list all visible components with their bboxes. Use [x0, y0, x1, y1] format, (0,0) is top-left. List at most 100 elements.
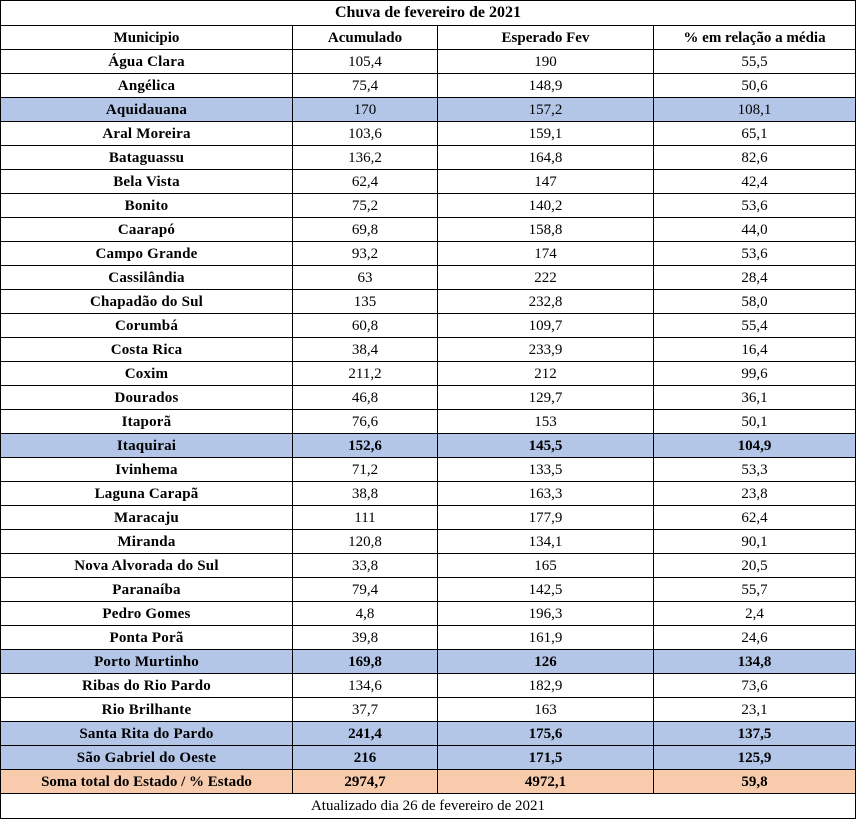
- acumulado-cell: 63: [292, 265, 438, 290]
- percent-cell: 23,8: [653, 481, 856, 506]
- table-row: Aral Moreira 103,6 159,1 65,1: [0, 121, 856, 146]
- municipio-cell: Coxim: [0, 361, 293, 386]
- percent-cell: 20,5: [653, 553, 856, 578]
- total-acumulado: 2974,7: [292, 769, 438, 794]
- municipio-cell: Corumbá: [0, 313, 293, 338]
- percent-cell: 44,0: [653, 217, 856, 242]
- percent-cell: 42,4: [653, 169, 856, 194]
- esperado-cell: 159,1: [437, 121, 654, 146]
- table-row: Campo Grande 93,2 174 53,6: [0, 241, 856, 266]
- municipio-cell: Ponta Porã: [0, 625, 293, 650]
- table-row: Miranda 120,8 134,1 90,1: [0, 529, 856, 554]
- header-municipio: Municipio: [0, 25, 293, 50]
- acumulado-cell: 69,8: [292, 217, 438, 242]
- acumulado-cell: 241,4: [292, 721, 438, 746]
- acumulado-cell: 79,4: [292, 577, 438, 602]
- esperado-cell: 126: [437, 649, 654, 674]
- esperado-cell: 157,2: [437, 97, 654, 122]
- municipio-cell: Aral Moreira: [0, 121, 293, 146]
- table-row: Paranaíba 79,4 142,5 55,7: [0, 577, 856, 602]
- esperado-cell: 109,7: [437, 313, 654, 338]
- total-row: Soma total do Estado / % Estado 2974,7 4…: [0, 769, 856, 794]
- table-row: Água Clara 105,4 190 55,5: [0, 49, 856, 74]
- header-percent: % em relação a média: [653, 25, 856, 50]
- update-note: Atualizado dia 26 de fevereiro de 2021: [0, 793, 856, 819]
- table-row: Dourados 46,8 129,7 36,1: [0, 385, 856, 410]
- table-row: Ivinhema 71,2 133,5 53,3: [0, 457, 856, 482]
- percent-cell: 137,5: [653, 721, 856, 746]
- esperado-cell: 147: [437, 169, 654, 194]
- acumulado-cell: 75,4: [292, 73, 438, 98]
- percent-cell: 36,1: [653, 385, 856, 410]
- title-row: Chuva de fevereiro de 2021: [0, 0, 856, 26]
- table-row: Chapadão do Sul 135 232,8 58,0: [0, 289, 856, 314]
- esperado-cell: 133,5: [437, 457, 654, 482]
- esperado-cell: 177,9: [437, 505, 654, 530]
- esperado-cell: 174: [437, 241, 654, 266]
- acumulado-cell: 62,4: [292, 169, 438, 194]
- acumulado-cell: 120,8: [292, 529, 438, 554]
- acumulado-cell: 46,8: [292, 385, 438, 410]
- municipio-cell: Costa Rica: [0, 337, 293, 362]
- esperado-cell: 182,9: [437, 673, 654, 698]
- municipio-cell: Chapadão do Sul: [0, 289, 293, 314]
- municipio-cell: Ribas do Rio Pardo: [0, 673, 293, 698]
- table-row: São Gabriel do Oeste 216 171,5 125,9: [0, 745, 856, 770]
- percent-cell: 108,1: [653, 97, 856, 122]
- percent-cell: 73,6: [653, 673, 856, 698]
- total-percent: 59,8: [653, 769, 856, 794]
- acumulado-cell: 152,6: [292, 433, 438, 458]
- municipio-cell: Itaporã: [0, 409, 293, 434]
- esperado-cell: 163,3: [437, 481, 654, 506]
- table-row: Corumbá 60,8 109,7 55,4: [0, 313, 856, 338]
- percent-cell: 50,1: [653, 409, 856, 434]
- percent-cell: 134,8: [653, 649, 856, 674]
- acumulado-cell: 216: [292, 745, 438, 770]
- acumulado-cell: 60,8: [292, 313, 438, 338]
- table-row: Itaquirai 152,6 145,5 104,9: [0, 433, 856, 458]
- acumulado-cell: 71,2: [292, 457, 438, 482]
- municipio-cell: Miranda: [0, 529, 293, 554]
- percent-cell: 50,6: [653, 73, 856, 98]
- esperado-cell: 134,1: [437, 529, 654, 554]
- header-acumulado: Acumulado: [292, 25, 438, 50]
- acumulado-cell: 211,2: [292, 361, 438, 386]
- esperado-cell: 171,5: [437, 745, 654, 770]
- table-row: Bataguassu 136,2 164,8 82,6: [0, 145, 856, 170]
- esperado-cell: 142,5: [437, 577, 654, 602]
- acumulado-cell: 76,6: [292, 409, 438, 434]
- acumulado-cell: 134,6: [292, 673, 438, 698]
- municipio-cell: Itaquirai: [0, 433, 293, 458]
- acumulado-cell: 39,8: [292, 625, 438, 650]
- table-row: Laguna Carapã 38,8 163,3 23,8: [0, 481, 856, 506]
- esperado-cell: 148,9: [437, 73, 654, 98]
- percent-cell: 62,4: [653, 505, 856, 530]
- municipio-cell: Água Clara: [0, 49, 293, 74]
- esperado-cell: 232,8: [437, 289, 654, 314]
- esperado-cell: 190: [437, 49, 654, 74]
- esperado-cell: 140,2: [437, 193, 654, 218]
- acumulado-cell: 4,8: [292, 601, 438, 626]
- percent-cell: 55,7: [653, 577, 856, 602]
- municipio-cell: Campo Grande: [0, 241, 293, 266]
- esperado-cell: 233,9: [437, 337, 654, 362]
- table-row: Costa Rica 38,4 233,9 16,4: [0, 337, 856, 362]
- municipio-cell: Bonito: [0, 193, 293, 218]
- total-label: Soma total do Estado / % Estado: [0, 769, 293, 794]
- total-esperado: 4972,1: [437, 769, 654, 794]
- municipio-cell: Cassilândia: [0, 265, 293, 290]
- percent-cell: 55,5: [653, 49, 856, 74]
- esperado-cell: 212: [437, 361, 654, 386]
- table-row: Bela Vista 62,4 147 42,4: [0, 169, 856, 194]
- esperado-cell: 165: [437, 553, 654, 578]
- acumulado-cell: 75,2: [292, 193, 438, 218]
- percent-cell: 24,6: [653, 625, 856, 650]
- percent-cell: 16,4: [653, 337, 856, 362]
- header-esperado: Esperado Fev: [437, 25, 654, 50]
- esperado-cell: 164,8: [437, 145, 654, 170]
- acumulado-cell: 103,6: [292, 121, 438, 146]
- municipio-cell: Rio Brilhante: [0, 697, 293, 722]
- acumulado-cell: 33,8: [292, 553, 438, 578]
- table-row: Ponta Porã 39,8 161,9 24,6: [0, 625, 856, 650]
